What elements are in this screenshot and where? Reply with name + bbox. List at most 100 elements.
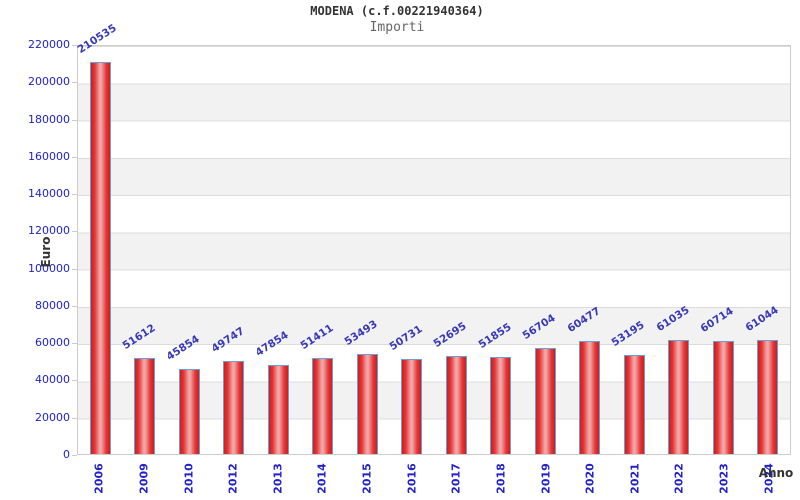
bar xyxy=(134,357,156,454)
x-tick-label: 2023 xyxy=(717,463,731,494)
bar-slot: 53493 xyxy=(342,46,390,454)
chart-title: MODENA (c.f.00221940364) xyxy=(310,4,484,18)
bar xyxy=(401,359,423,454)
x-tick-label: 2010 xyxy=(182,463,196,494)
y-axis-ticks: 0 20000 40000 60000 80000 100000 120000 140000 1… xyxy=(0,38,70,461)
bar xyxy=(668,340,690,454)
y-tick-mark xyxy=(72,305,77,307)
y-tick-label: 0 xyxy=(63,448,70,461)
x-tick-label: 2017 xyxy=(449,463,463,494)
bar-value-label: 61044 xyxy=(743,304,781,335)
x-tick-cell: 2019 xyxy=(523,457,568,499)
bar-value-label: 52695 xyxy=(431,319,469,350)
y-tick-mark xyxy=(72,455,77,456)
y-tick-label: 200000 xyxy=(28,75,70,89)
bar-slot: 61044 xyxy=(743,46,791,454)
x-tick-label: 2021 xyxy=(628,463,642,494)
bar-slot: 51411 xyxy=(298,46,346,454)
bar-slot: 210535 xyxy=(76,22,123,454)
y-tick-mark xyxy=(72,343,77,345)
y-tick-label: 100000 xyxy=(28,261,70,275)
y-tick-mark xyxy=(72,417,77,419)
x-tick-cell: 2018 xyxy=(479,457,524,499)
x-tick-cell: 2022 xyxy=(657,457,702,499)
plot-area: 210535 51612 45854 49747 47854 51411 53493 5073… xyxy=(76,22,791,455)
bar-value-label: 50731 xyxy=(387,323,425,354)
bar-slot: 53195 xyxy=(609,46,657,454)
x-tick-cell: 2020 xyxy=(568,457,613,499)
x-tick-label: 2020 xyxy=(583,463,597,494)
x-tick-label: 2009 xyxy=(137,463,151,494)
bar xyxy=(534,348,556,454)
x-tick-label: 2014 xyxy=(315,463,329,494)
y-tick-label: 220000 xyxy=(28,38,70,51)
y-tick-mark xyxy=(72,82,77,84)
bar-value-label: 47854 xyxy=(253,328,291,359)
bar-slot: 49747 xyxy=(209,46,257,454)
x-tick-label: 2019 xyxy=(539,463,553,494)
x-tick-label: 2018 xyxy=(494,463,508,494)
bar xyxy=(356,354,378,454)
bar-value-label: 51855 xyxy=(476,321,514,352)
bar-value-label: 49747 xyxy=(209,325,247,356)
x-axis-ticks: 2006 2009 2010 2012 2013 2014 2015 2016 2017 2018… xyxy=(77,457,791,499)
y-axis-title: Euro xyxy=(39,236,53,268)
bars-container: 210535 51612 45854 49747 47854 51411 53493 5073… xyxy=(76,22,791,454)
y-tick-label: 40000 xyxy=(35,373,70,387)
bar-slot: 60477 xyxy=(565,46,613,454)
bar xyxy=(623,354,645,454)
bar-slot: 51612 xyxy=(120,46,168,454)
bar-value-label: 51411 xyxy=(298,322,336,353)
bar xyxy=(712,340,734,454)
x-tick-label: 2015 xyxy=(360,463,374,494)
bar xyxy=(579,341,601,454)
bar-value-label: 60714 xyxy=(698,304,736,335)
bar-slot: 47854 xyxy=(253,46,301,454)
x-tick-cell: 2009 xyxy=(122,457,167,499)
y-tick-label: 140000 xyxy=(28,187,70,201)
x-tick-cell: 2012 xyxy=(211,457,256,499)
x-tick-cell: 2023 xyxy=(702,457,747,499)
y-tick-label: 120000 xyxy=(28,224,70,238)
bar xyxy=(89,61,111,454)
y-tick-label: 180000 xyxy=(28,112,70,126)
bar-value-label: 51612 xyxy=(120,321,158,352)
bar-slot: 52695 xyxy=(431,46,479,454)
bar xyxy=(757,340,779,454)
bar xyxy=(312,358,334,454)
y-tick-mark xyxy=(72,231,77,233)
bar-slot: 61035 xyxy=(654,46,702,454)
y-tick-mark xyxy=(72,156,77,158)
y-tick-label: 160000 xyxy=(28,149,70,163)
y-tick-label: 20000 xyxy=(35,410,70,424)
bar-slot: 50731 xyxy=(387,46,435,454)
x-tick-cell: 2006 xyxy=(77,457,122,499)
x-tick-cell: 2013 xyxy=(256,457,301,499)
x-tick-label: 2013 xyxy=(271,463,285,494)
bar-value-label: 53195 xyxy=(609,318,647,349)
x-tick-cell: 2021 xyxy=(613,457,658,499)
bar xyxy=(267,364,289,454)
x-tick-label: 2012 xyxy=(226,463,240,494)
x-tick-label: 2006 xyxy=(92,463,106,494)
bar-slot: 51855 xyxy=(476,46,524,454)
bar-value-label: 61035 xyxy=(654,304,692,335)
bar-slot: 45854 xyxy=(164,46,212,454)
y-tick-mark xyxy=(72,119,77,121)
x-tick-cell: 2014 xyxy=(300,457,345,499)
bar-slot: 60714 xyxy=(698,46,746,454)
chart-subtitle: Importi xyxy=(369,20,425,35)
bar-value-label: 56704 xyxy=(520,312,558,343)
bar xyxy=(490,357,512,454)
bar-value-label: 45854 xyxy=(164,332,202,363)
x-tick-cell: 2015 xyxy=(345,457,390,499)
x-tick-cell: 2017 xyxy=(434,457,479,499)
bar-slot: 56704 xyxy=(520,46,568,454)
y-tick-label: 60000 xyxy=(35,336,70,350)
y-tick-mark xyxy=(72,380,77,382)
y-tick-mark xyxy=(72,268,77,270)
bar-value-label: 60477 xyxy=(565,305,603,336)
bar-value-label: 53493 xyxy=(342,318,380,349)
x-axis-title: Anno xyxy=(758,466,794,480)
